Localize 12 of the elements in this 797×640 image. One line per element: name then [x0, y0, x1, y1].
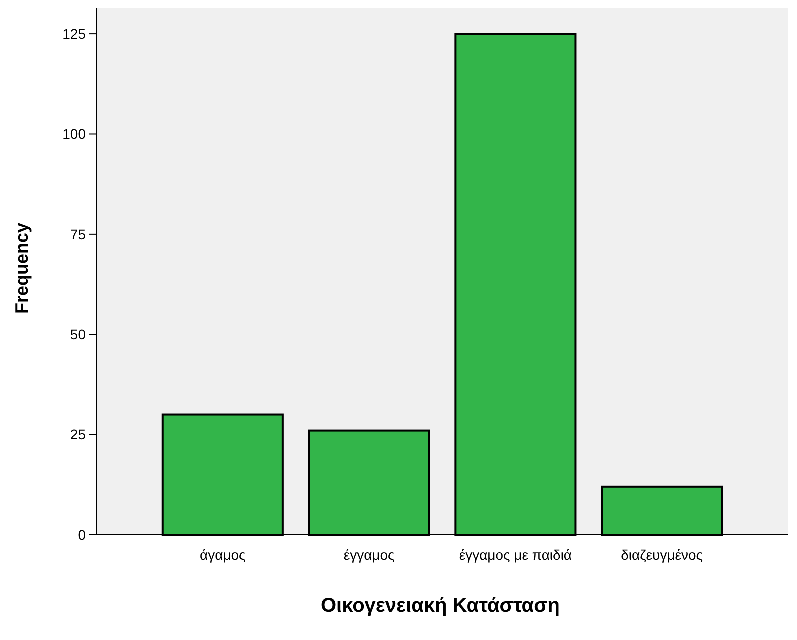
x-axis-title: Οικογενειακή Κατάσταση — [320, 595, 560, 617]
y-tick-label: 0 — [78, 526, 86, 543]
y-axis-title: Frequency — [12, 222, 32, 314]
x-tick-label: έγγαμος — [344, 547, 396, 563]
y-tick-label: 100 — [62, 126, 86, 142]
x-tick-label: διαζευγμένος — [621, 547, 704, 563]
y-tick-label: 25 — [70, 426, 86, 443]
y-tick-label: 50 — [70, 326, 86, 343]
y-tick-label: 75 — [70, 226, 86, 242]
y-tick-label: 125 — [62, 26, 86, 42]
x-tick-label: έγγαμος με παιδιά — [459, 547, 572, 563]
x-tick-label: άγαμος — [200, 547, 246, 563]
